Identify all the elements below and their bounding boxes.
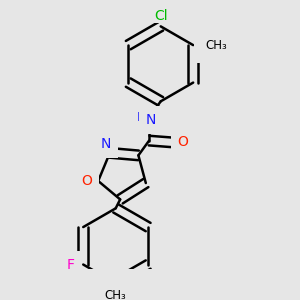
Text: CH₃: CH₃ bbox=[105, 289, 127, 300]
Text: N: N bbox=[101, 137, 112, 151]
Text: O: O bbox=[178, 135, 188, 149]
Text: O: O bbox=[81, 174, 92, 188]
Text: F: F bbox=[67, 257, 75, 272]
Text: N: N bbox=[146, 113, 156, 127]
Text: CH₃: CH₃ bbox=[206, 39, 227, 52]
Text: Cl: Cl bbox=[154, 9, 167, 23]
Text: H: H bbox=[136, 111, 146, 124]
